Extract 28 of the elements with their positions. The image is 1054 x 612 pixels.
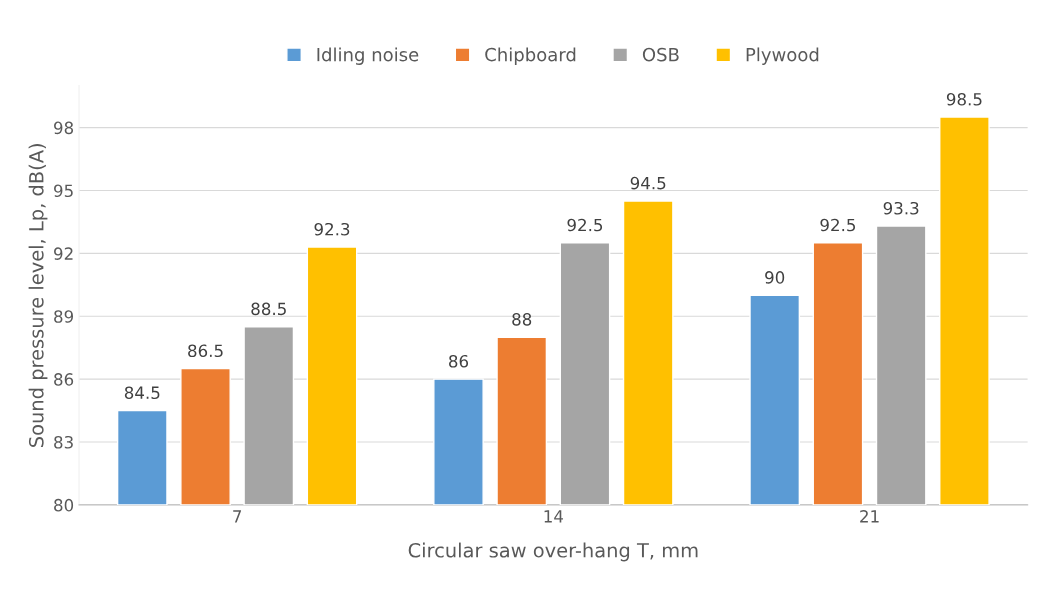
data-label: 86 xyxy=(449,354,469,368)
legend-label: Chipboard xyxy=(485,47,576,65)
data-label: 88 xyxy=(512,313,532,326)
data-label: 88.5 xyxy=(251,302,286,316)
x-tick-label: 21 xyxy=(860,510,879,523)
y-tick-label: 86 xyxy=(54,373,74,386)
y-tick-label: 98 xyxy=(54,121,74,135)
y-axis-title: Sound pressure level, Lp, dB(A) xyxy=(28,144,48,447)
data-label: 90 xyxy=(765,271,785,284)
x-tick-label: 7 xyxy=(233,510,242,523)
legend-label: Idling noise xyxy=(317,47,419,65)
data-label: 98.5 xyxy=(946,92,982,106)
y-tick-label: 89 xyxy=(54,310,74,323)
data-label: 92.5 xyxy=(567,218,603,232)
y-tick-label: 83 xyxy=(54,435,73,449)
x-axis-title: Circular saw over-hang T, mm xyxy=(408,542,698,562)
data-label: 86.5 xyxy=(188,344,223,358)
data-label: 84.5 xyxy=(124,386,160,400)
data-label: 92.5 xyxy=(820,218,856,232)
legend-label: OSB xyxy=(642,47,679,62)
y-tick-label: 92 xyxy=(54,247,73,260)
legend-label: Plywood xyxy=(746,47,819,65)
y-tick-label: 80 xyxy=(54,498,74,512)
y-tick-label: 95 xyxy=(54,184,73,198)
data-label: 93.3 xyxy=(883,201,919,215)
data-label: 92.3 xyxy=(314,222,350,236)
x-tick-label: 14 xyxy=(544,510,564,523)
data-label: 94.5 xyxy=(630,176,666,190)
